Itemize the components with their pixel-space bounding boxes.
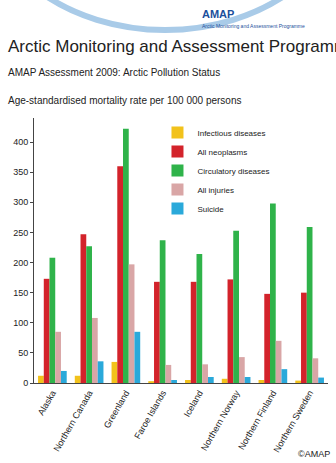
svg-text:50: 50: [18, 348, 28, 358]
svg-text:Faroe Islands: Faroe Islands: [132, 388, 168, 441]
svg-text:Age-standardised mortality rat: Age-standardised mortality rate per 100 …: [8, 95, 241, 106]
svg-text:Northern Canada: Northern Canada: [52, 389, 95, 454]
svg-text:300: 300: [13, 197, 28, 207]
svg-text:Iceland: Iceland: [182, 389, 205, 419]
svg-text:Greenland: Greenland: [102, 389, 132, 430]
svg-text:Northern Sweden: Northern Sweden: [272, 389, 316, 455]
svg-text:Infectious diseases: Infectious diseases: [197, 129, 265, 138]
svg-text:400: 400: [13, 137, 28, 147]
svg-text:Arctic Monitoring and Assessme: Arctic Monitoring and Assessment Program…: [8, 37, 336, 56]
svg-text:AMAP: AMAP: [202, 8, 234, 20]
svg-text:Suicide: Suicide: [197, 205, 224, 214]
svg-text:Circulatory diseases: Circulatory diseases: [197, 167, 269, 176]
svg-text:All injuries: All injuries: [197, 186, 233, 195]
svg-text:250: 250: [13, 228, 28, 238]
svg-text:Northern Norway: Northern Norway: [199, 388, 242, 452]
svg-text:100: 100: [13, 318, 28, 328]
svg-text:©AMAP: ©AMAP: [298, 449, 330, 459]
svg-text:350: 350: [13, 167, 28, 177]
svg-text:Northern Finland: Northern Finland: [236, 389, 278, 452]
svg-text:150: 150: [13, 288, 28, 298]
svg-text:0: 0: [23, 378, 28, 388]
svg-text:AMAP Assessment 2009: Arctic P: AMAP Assessment 2009: Arctic Pollution S…: [8, 67, 220, 78]
svg-text:All neoplasms: All neoplasms: [197, 148, 247, 157]
svg-text:Arctic Monitoring and Assessme: Arctic Monitoring and Assessment Program…: [202, 23, 305, 29]
svg-text:Alaska: Alaska: [36, 389, 58, 417]
svg-text:200: 200: [13, 258, 28, 268]
